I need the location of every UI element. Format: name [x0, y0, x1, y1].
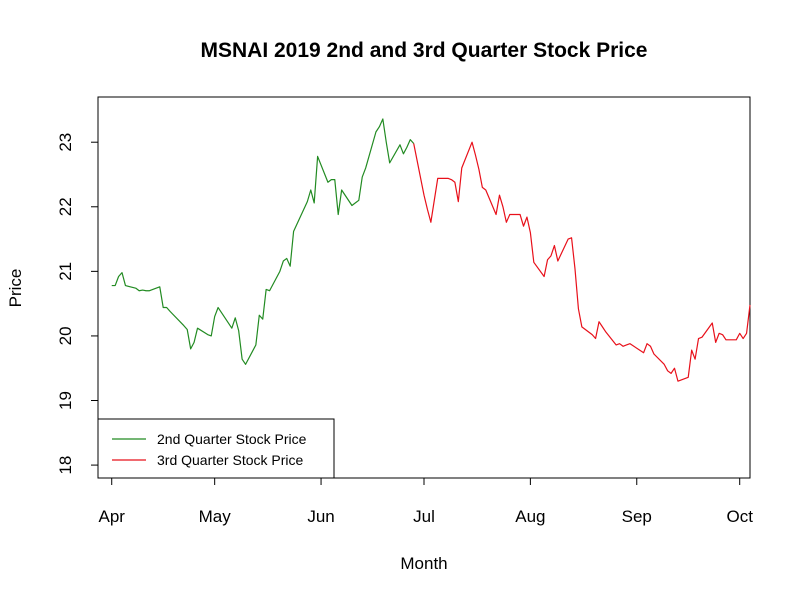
series-line-2nd-quarter	[111, 118, 415, 365]
x-tick-label: Oct	[726, 507, 753, 526]
legend-box	[97, 418, 335, 479]
x-axis: Apr May Jun Jul Aug Sep Oct	[98, 477, 753, 526]
y-axis: 18 19 20 21 22 23	[56, 133, 99, 475]
y-tick-label: 22	[56, 197, 75, 216]
x-tick-label: Apr	[98, 507, 125, 526]
y-tick-label: 19	[56, 391, 75, 410]
y-tick-label: 21	[56, 262, 75, 281]
y-axis-label: Price	[6, 269, 25, 308]
x-tick-label: Jun	[307, 507, 334, 526]
x-tick-label: May	[199, 507, 232, 526]
x-tick-label: Jul	[413, 507, 435, 526]
legend-label-3rd-quarter: 3rd Quarter Stock Price	[157, 452, 303, 468]
x-tick-label: Aug	[515, 507, 545, 526]
x-axis-label: Month	[400, 554, 447, 573]
chart-title: MSNAI 2019 2nd and 3rd Quarter Stock Pri…	[201, 39, 648, 62]
y-tick-label: 20	[56, 326, 75, 345]
plot-lines	[111, 118, 751, 382]
legend: 2nd Quarter Stock Price 3rd Quarter Stoc…	[97, 418, 335, 479]
y-tick-label: 23	[56, 133, 75, 152]
y-tick-label: 18	[56, 456, 75, 475]
x-tick-label: Sep	[622, 507, 652, 526]
series-line-3rd-quarter	[413, 141, 751, 382]
legend-label-2nd-quarter: 2nd Quarter Stock Price	[157, 431, 307, 447]
